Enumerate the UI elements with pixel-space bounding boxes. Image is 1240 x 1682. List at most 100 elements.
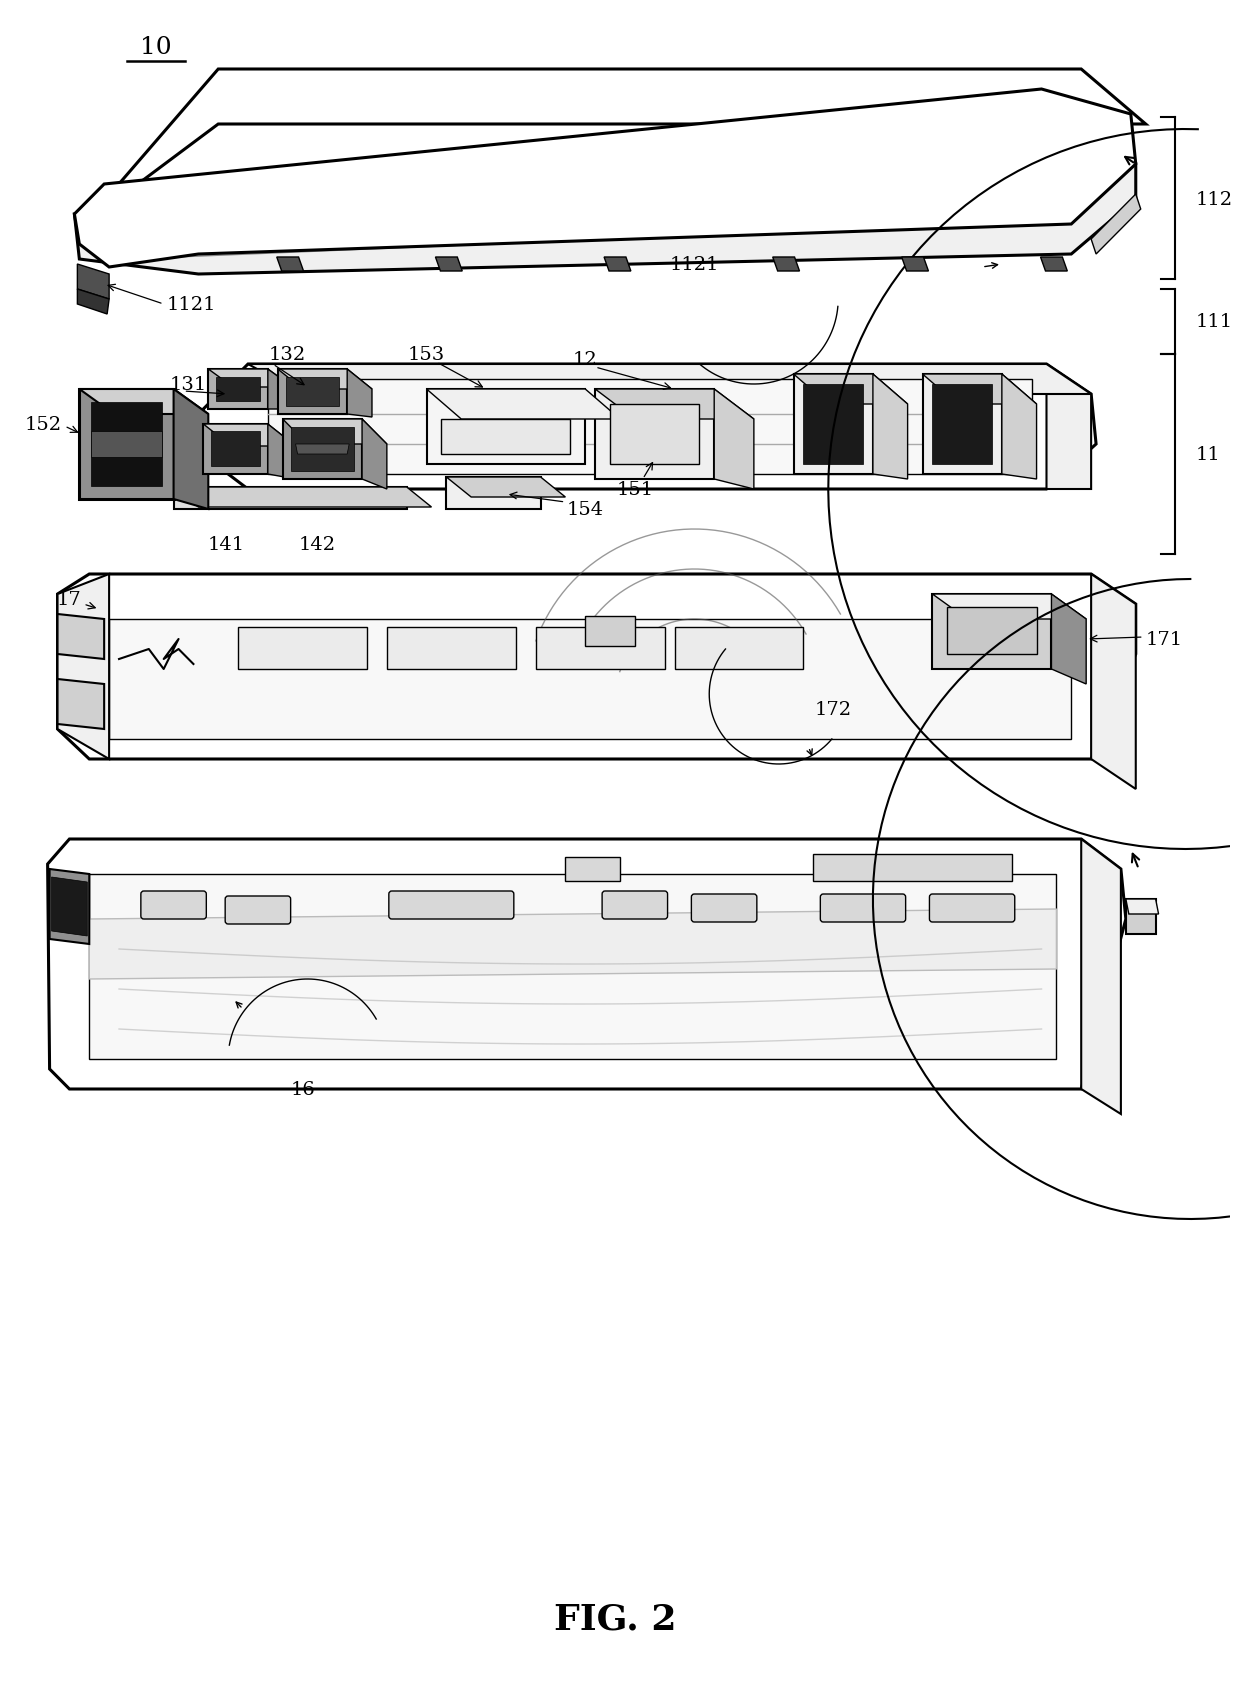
Polygon shape [1081, 839, 1121, 1115]
Polygon shape [208, 370, 293, 389]
Polygon shape [1047, 365, 1091, 489]
Polygon shape [79, 390, 174, 500]
Polygon shape [1002, 375, 1037, 479]
Polygon shape [208, 370, 268, 410]
Polygon shape [1126, 900, 1158, 915]
Polygon shape [435, 257, 463, 272]
Polygon shape [714, 390, 754, 489]
Text: 132: 132 [269, 346, 306, 363]
Polygon shape [923, 375, 1037, 405]
Polygon shape [109, 619, 1071, 740]
FancyBboxPatch shape [692, 895, 756, 922]
Text: 171: 171 [1146, 631, 1183, 649]
Text: 16: 16 [290, 1080, 315, 1098]
Polygon shape [89, 910, 1056, 979]
Polygon shape [74, 165, 1136, 274]
Polygon shape [813, 854, 1012, 881]
Polygon shape [441, 420, 570, 454]
Text: 142: 142 [299, 535, 336, 553]
Text: 10: 10 [140, 37, 171, 59]
Polygon shape [565, 858, 620, 881]
Polygon shape [1052, 595, 1086, 685]
Polygon shape [1091, 575, 1136, 789]
Polygon shape [794, 375, 908, 405]
Text: 11: 11 [1195, 446, 1220, 464]
Polygon shape [285, 378, 340, 407]
Polygon shape [216, 378, 260, 402]
Polygon shape [446, 478, 565, 498]
Polygon shape [773, 257, 800, 272]
Polygon shape [57, 575, 109, 760]
Polygon shape [174, 488, 407, 510]
Text: 1121: 1121 [670, 256, 719, 274]
Polygon shape [203, 365, 1096, 489]
Polygon shape [79, 390, 208, 415]
Polygon shape [268, 370, 293, 410]
Text: 1121: 1121 [166, 296, 216, 315]
Polygon shape [77, 264, 109, 299]
Text: 151: 151 [616, 481, 653, 498]
Polygon shape [77, 289, 109, 315]
Polygon shape [932, 595, 1086, 619]
Polygon shape [446, 478, 541, 510]
Polygon shape [278, 370, 347, 415]
Polygon shape [947, 607, 1037, 654]
Polygon shape [362, 420, 387, 489]
Text: 153: 153 [408, 346, 445, 363]
Polygon shape [427, 390, 620, 420]
Polygon shape [595, 390, 754, 420]
Polygon shape [932, 385, 992, 464]
Text: 17: 17 [57, 590, 82, 609]
Polygon shape [52, 878, 87, 937]
Polygon shape [295, 444, 350, 454]
Polygon shape [610, 405, 699, 464]
Polygon shape [268, 380, 1032, 474]
Polygon shape [174, 488, 432, 508]
Text: 131: 131 [170, 375, 207, 394]
FancyBboxPatch shape [141, 891, 206, 920]
Polygon shape [1040, 257, 1068, 272]
Polygon shape [387, 627, 516, 669]
Polygon shape [174, 390, 208, 510]
FancyBboxPatch shape [603, 891, 667, 920]
Polygon shape [536, 627, 665, 669]
Polygon shape [595, 390, 714, 479]
Polygon shape [901, 257, 929, 272]
Text: 112: 112 [1195, 190, 1233, 209]
FancyBboxPatch shape [821, 895, 905, 922]
Polygon shape [347, 370, 372, 417]
Polygon shape [57, 614, 104, 659]
Text: FIG. 2: FIG. 2 [554, 1601, 676, 1635]
Polygon shape [50, 870, 89, 944]
Polygon shape [675, 627, 804, 669]
Polygon shape [427, 390, 585, 464]
FancyBboxPatch shape [226, 897, 290, 925]
Polygon shape [1091, 195, 1141, 256]
Polygon shape [277, 257, 304, 272]
Polygon shape [84, 71, 1146, 225]
Polygon shape [873, 375, 908, 479]
Polygon shape [74, 89, 1136, 267]
Text: 141: 141 [207, 535, 244, 553]
Text: 172: 172 [815, 701, 852, 718]
Polygon shape [283, 420, 387, 444]
Polygon shape [794, 375, 873, 474]
Polygon shape [923, 375, 1002, 474]
Polygon shape [278, 370, 372, 390]
FancyBboxPatch shape [389, 891, 513, 920]
Polygon shape [203, 426, 268, 474]
Polygon shape [57, 575, 1136, 760]
Polygon shape [290, 427, 355, 471]
Polygon shape [248, 365, 1091, 395]
Polygon shape [283, 420, 362, 479]
Polygon shape [604, 257, 631, 272]
Polygon shape [57, 680, 104, 730]
Text: 154: 154 [567, 501, 604, 518]
Polygon shape [92, 402, 161, 486]
Text: 111: 111 [1195, 313, 1233, 331]
Polygon shape [238, 627, 367, 669]
Polygon shape [585, 617, 635, 646]
FancyBboxPatch shape [930, 895, 1014, 922]
Polygon shape [268, 426, 295, 479]
Polygon shape [89, 875, 1056, 1060]
